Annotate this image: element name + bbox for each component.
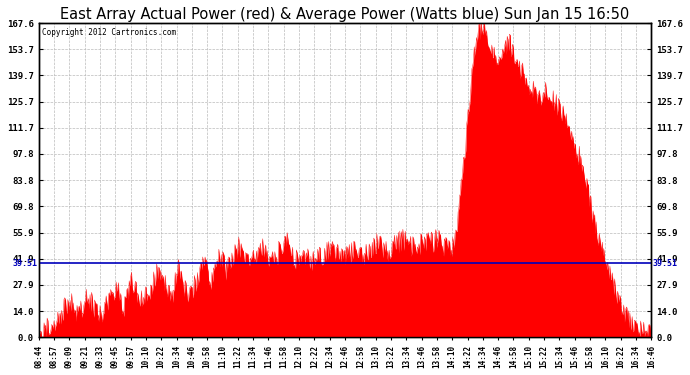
Text: 39.51: 39.51 [653,259,678,268]
Title: East Array Actual Power (red) & Average Power (Watts blue) Sun Jan 15 16:50: East Array Actual Power (red) & Average … [61,7,629,22]
Text: Copyright 2012 Cartronics.com: Copyright 2012 Cartronics.com [41,28,176,37]
Text: 39.51: 39.51 [12,259,37,268]
